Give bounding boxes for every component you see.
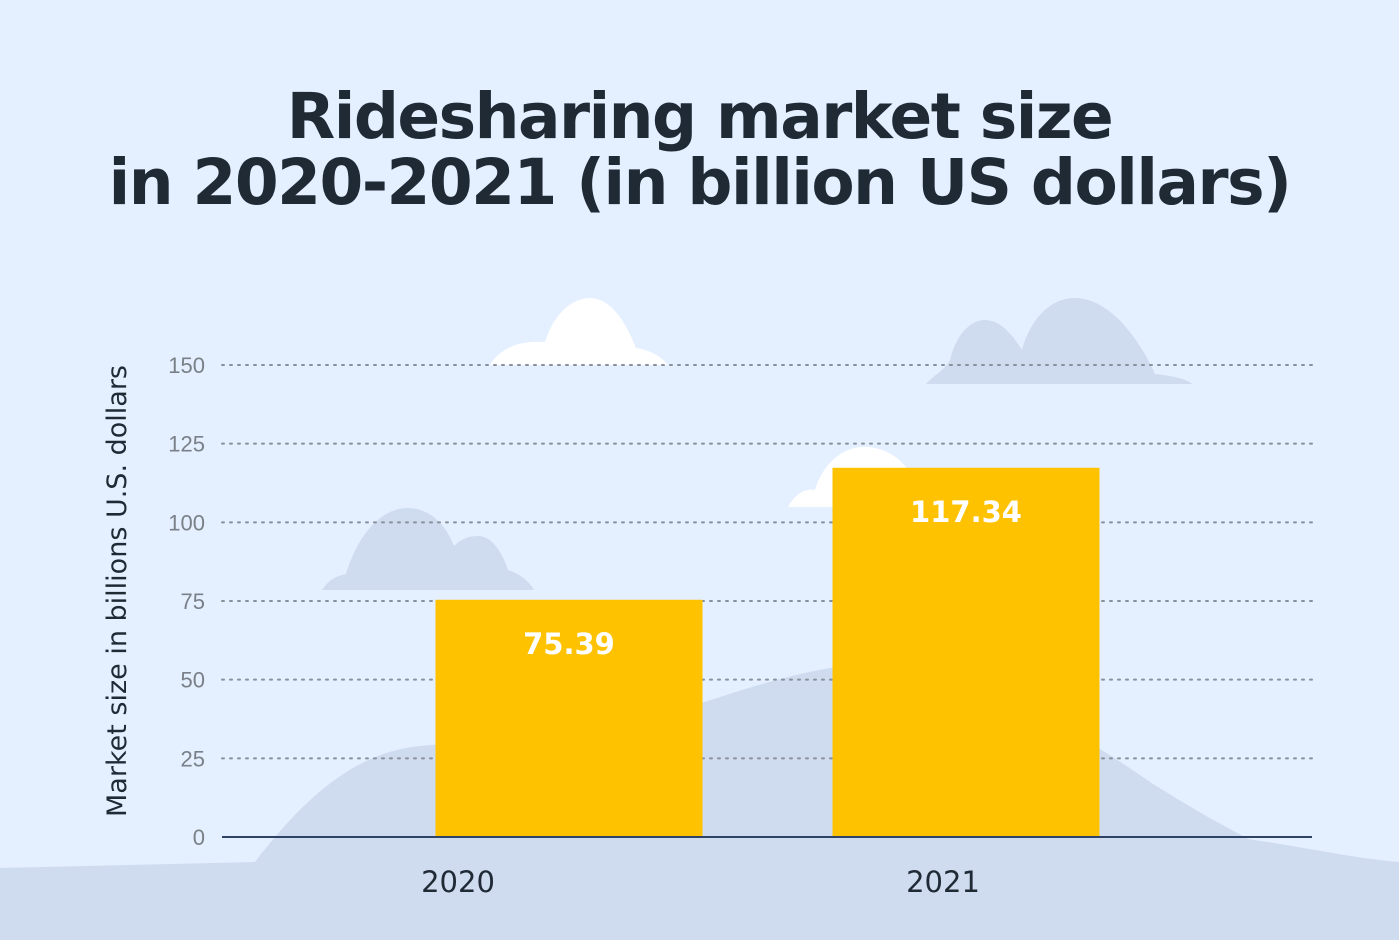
chart-title-line-1: Ridesharing market size — [286, 80, 1114, 153]
chart-title-line-2: in 2020-2021 (in billion US dollars) — [108, 146, 1292, 219]
y-axis-ticks: 0 25 50 75 100 125 150 — [168, 353, 205, 850]
gridlines — [221, 364, 1313, 760]
bar-value-label: 75.39 — [523, 627, 615, 661]
ground-icon — [0, 838, 1399, 940]
chart-title: Ridesharing market size in 2020-2021 (in… — [0, 84, 1399, 216]
y-tick-label: 50 — [181, 668, 205, 693]
y-axis-label: Market size in billions U.S. dollars — [102, 365, 133, 817]
bar-value-label: 117.34 — [910, 495, 1022, 529]
cloud-icon — [490, 298, 668, 365]
y-tick-label: 150 — [168, 353, 205, 378]
bars: 75.39 117.34 — [435, 467, 1100, 837]
cloud-icon — [322, 508, 534, 590]
bar-2021 — [832, 467, 1100, 837]
y-tick-label: 125 — [168, 432, 205, 457]
bar-2020 — [435, 599, 703, 837]
y-tick-label: 75 — [181, 589, 205, 614]
y-tick-label: 25 — [181, 746, 205, 771]
x-axis-ticks: 2020 2021 — [421, 865, 980, 899]
x-tick-label: 2021 — [906, 865, 980, 899]
x-tick-label: 2020 — [421, 865, 495, 899]
y-tick-label: 0 — [193, 825, 205, 850]
cloud-icon — [926, 298, 1192, 384]
y-tick-label: 100 — [168, 510, 205, 535]
